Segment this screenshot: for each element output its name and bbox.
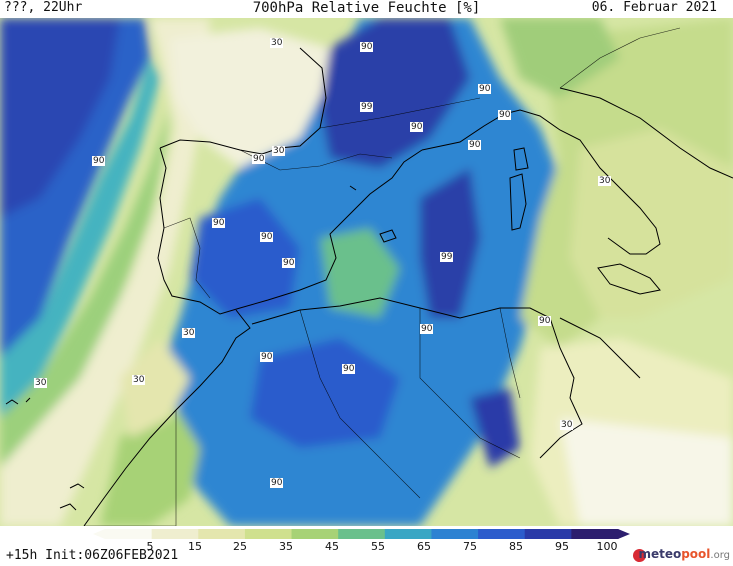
legend-tick: 75 (463, 540, 477, 553)
legend-tick: 15 (188, 540, 202, 553)
legend-tick: 65 (417, 540, 431, 553)
canary-islands (5, 397, 85, 511)
humidity-map: 30 90 90 99 90 90 90 90 90 30 90 90 90 9… (0, 18, 733, 526)
legend-min-arrow (93, 529, 105, 539)
legend-tick: 85 (509, 540, 523, 553)
init-time-label: +15h Init:06Z06FEB2021 (6, 548, 179, 563)
contour-label: 90 (478, 84, 492, 94)
legend-tick: 55 (371, 540, 385, 553)
brand-accent: pool (681, 547, 711, 561)
legend-swatch (384, 529, 432, 539)
valid-time-label: ???, 22Uhr (4, 0, 83, 15)
contour-label: 90 (212, 218, 226, 228)
legend-swatch (198, 529, 246, 539)
contour-label: 90 (420, 324, 434, 334)
legend-tick: 5 (146, 540, 154, 553)
header-bar: ???, 22Uhr 700hPa Relative Feuchte [%] 0… (0, 0, 733, 18)
legend-tick: 100 (596, 540, 618, 553)
legend-tick: 25 (233, 540, 247, 553)
contour-label: 90 (260, 352, 274, 362)
legend-swatch (291, 529, 339, 539)
map-title: 700hPa Relative Feuchte [%] (252, 0, 481, 16)
contour-label: 90 (92, 156, 106, 166)
contour-label: 90 (468, 140, 482, 150)
contour-label: 30 (270, 38, 284, 48)
country-borders (84, 27, 681, 526)
contour-label: 90 (260, 232, 274, 242)
brand-main: meteo (638, 547, 682, 561)
legend-swatch (524, 529, 572, 539)
legend-tick: 95 (555, 540, 569, 553)
legend-swatch (431, 529, 479, 539)
legend-swatch (151, 529, 199, 539)
contour-label: 90 (282, 258, 296, 268)
brand-link[interactable]: meteopool.org (638, 547, 730, 561)
legend-swatch (478, 529, 526, 539)
contour-label: 99 (360, 102, 374, 112)
legend-swatch (338, 529, 386, 539)
legend-swatch (244, 529, 293, 539)
legend-ticks: 5 15 25 35 45 55 65 75 85 95 100 (0, 540, 733, 553)
contour-label: 90 (538, 316, 552, 326)
contour-label: 90 (410, 122, 424, 132)
legend-swatch (105, 529, 153, 539)
coastlines (83, 47, 733, 526)
legend-swatch (571, 529, 619, 539)
contour-label: 90 (252, 154, 266, 164)
brand-suffix: .org (710, 550, 730, 561)
legend-colorbar (93, 529, 630, 539)
contour-label: 30 (598, 176, 612, 186)
contour-label: 30 (272, 146, 286, 156)
contour-label: 90 (270, 478, 284, 488)
legend-max-arrow (618, 529, 630, 539)
map-canvas (0, 18, 733, 526)
legend-area (0, 526, 733, 566)
meteopool-logo-icon[interactable] (633, 549, 646, 562)
legend-tick: 35 (279, 540, 293, 553)
legend-tick: 45 (325, 540, 339, 553)
contour-label: 90 (360, 42, 374, 52)
date-label: 06. Februar 2021 (591, 0, 717, 15)
contour-label: 30 (132, 375, 146, 385)
contour-label: 90 (342, 364, 356, 374)
contour-label: 30 (34, 378, 48, 388)
contour-label: 30 (182, 328, 196, 338)
contour-label: 30 (560, 420, 574, 430)
contour-label: 90 (498, 110, 512, 120)
contour-label: 99 (440, 252, 454, 262)
